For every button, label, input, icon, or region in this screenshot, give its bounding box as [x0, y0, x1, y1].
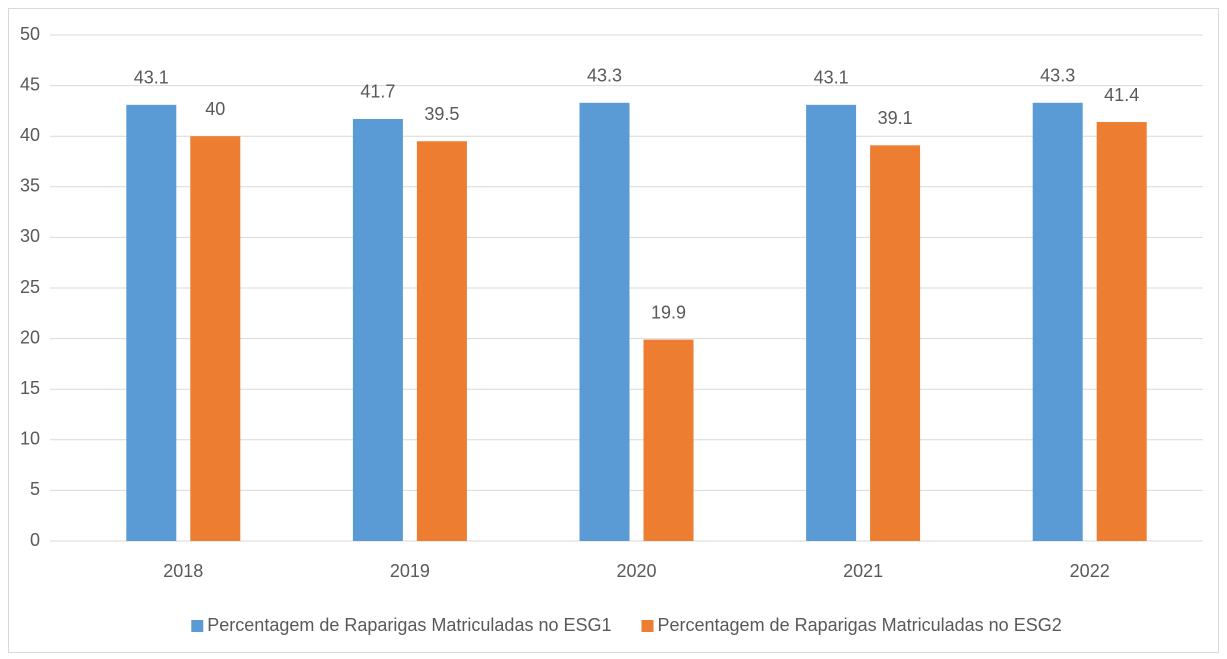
data-label: 41.4 — [1104, 85, 1139, 105]
y-tick-label: 45 — [20, 74, 40, 94]
bar — [1032, 102, 1083, 541]
y-tick-label: 0 — [30, 530, 40, 550]
bar — [126, 104, 177, 541]
x-tick-label: 2019 — [390, 561, 430, 581]
data-label: 40 — [205, 99, 225, 119]
y-tick-label: 5 — [30, 479, 40, 499]
data-label: 39.1 — [878, 108, 913, 128]
bar — [1096, 122, 1147, 542]
x-tick-label: 2022 — [1070, 561, 1110, 581]
data-label: 41.7 — [360, 82, 395, 102]
y-tick-label: 35 — [20, 176, 40, 196]
legend-swatch — [191, 620, 204, 632]
bar — [416, 141, 467, 541]
y-tick-label: 10 — [20, 429, 40, 449]
data-label: 43.3 — [587, 66, 622, 86]
legend-label: Percentagem de Raparigas Matriculadas no… — [207, 615, 611, 635]
data-label: 43.1 — [134, 68, 169, 88]
y-tick-label: 40 — [20, 125, 40, 145]
data-label: 43.1 — [814, 68, 849, 88]
bar — [806, 104, 857, 541]
bar — [190, 136, 241, 541]
x-tick-label: 2021 — [843, 561, 883, 581]
bar — [643, 339, 694, 541]
y-tick-label: 50 — [20, 24, 40, 44]
y-tick-label: 15 — [20, 378, 40, 398]
y-tick-label: 25 — [20, 277, 40, 297]
legend-label: Percentagem de Raparigas Matriculadas no… — [658, 615, 1062, 635]
data-label: 39.5 — [424, 104, 459, 124]
x-tick-label: 2020 — [616, 561, 656, 581]
data-label: 19.9 — [651, 302, 686, 322]
bar — [579, 102, 630, 541]
x-tick-label: 2018 — [163, 561, 203, 581]
bar — [870, 145, 921, 542]
bar — [352, 118, 403, 541]
legend-swatch — [641, 620, 654, 632]
y-tick-label: 30 — [20, 226, 40, 246]
y-tick-label: 20 — [20, 327, 40, 347]
data-label: 43.3 — [1040, 66, 1075, 86]
